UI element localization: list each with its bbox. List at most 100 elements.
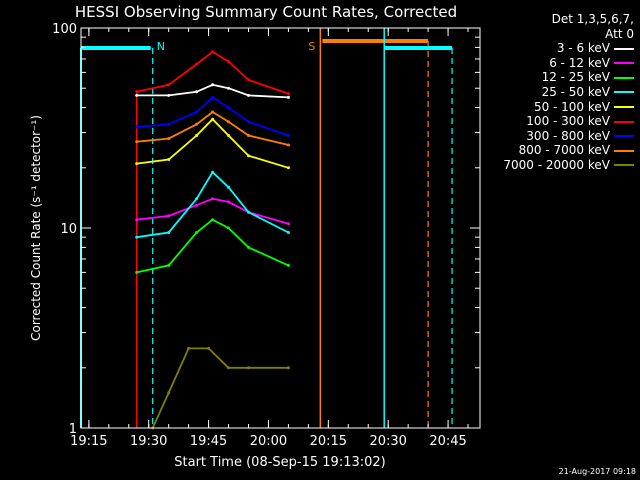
data-point bbox=[227, 60, 230, 63]
data-point bbox=[247, 78, 250, 82]
data-point bbox=[167, 263, 171, 267]
data-point bbox=[135, 90, 139, 94]
annotation-n: N bbox=[157, 40, 165, 53]
data-point bbox=[211, 50, 215, 54]
legend-item: 12 - 25 keV bbox=[478, 70, 634, 85]
data-point bbox=[135, 140, 139, 144]
data-point bbox=[195, 197, 199, 201]
data-point bbox=[286, 92, 290, 96]
legend-item: 25 - 50 keV bbox=[478, 85, 634, 100]
data-point bbox=[211, 110, 215, 114]
data-point bbox=[195, 90, 199, 94]
y-axis-label: Corrected Count Rate (s⁻¹ detector⁻¹) bbox=[29, 115, 43, 341]
x-tick-label: 20:15 bbox=[310, 434, 347, 449]
data-point bbox=[135, 125, 139, 129]
data-point bbox=[195, 203, 199, 207]
data-point bbox=[167, 231, 171, 234]
series-line-5 bbox=[136, 50, 289, 95]
x-tick-label: 20:00 bbox=[250, 434, 287, 449]
data-point bbox=[227, 226, 230, 230]
series-line-4 bbox=[136, 117, 289, 169]
legend-swatch bbox=[614, 164, 634, 167]
data-point bbox=[167, 391, 171, 395]
data-point bbox=[195, 122, 199, 126]
data-point bbox=[286, 95, 290, 99]
legend-item: 3 - 6 keV bbox=[478, 41, 634, 56]
data-point bbox=[207, 346, 211, 350]
legend-item: 50 - 100 keV bbox=[478, 100, 634, 115]
legend-swatch bbox=[614, 76, 634, 79]
x-tick-label: 20:45 bbox=[429, 434, 466, 449]
data-point bbox=[227, 106, 230, 110]
legend-label: 12 - 25 keV bbox=[541, 70, 610, 85]
data-point bbox=[227, 134, 230, 137]
data-point bbox=[211, 117, 215, 121]
y-tick-label: 1 bbox=[69, 422, 77, 437]
data-point bbox=[227, 200, 230, 204]
legend-item: 800 - 7000 keV bbox=[478, 143, 634, 158]
data-point bbox=[135, 235, 139, 239]
x-tick-label: 19:30 bbox=[130, 434, 167, 449]
data-point bbox=[286, 222, 290, 226]
data-point bbox=[195, 110, 199, 114]
data-point bbox=[227, 185, 230, 189]
data-point bbox=[195, 134, 199, 137]
data-point bbox=[135, 93, 139, 97]
legend-swatch bbox=[614, 149, 634, 152]
data-point bbox=[211, 83, 215, 87]
data-point bbox=[167, 214, 171, 218]
data-point bbox=[135, 162, 139, 166]
y-tick-label: 100 bbox=[52, 22, 77, 37]
legend-item: 7000 - 20000 keV bbox=[478, 158, 634, 173]
data-point bbox=[286, 166, 290, 170]
x-tick-label: 19:15 bbox=[70, 434, 107, 449]
data-point bbox=[211, 197, 215, 201]
data-point bbox=[286, 134, 290, 137]
data-point bbox=[167, 93, 171, 97]
data-point bbox=[211, 95, 215, 99]
data-point bbox=[286, 143, 290, 147]
data-point bbox=[247, 245, 250, 249]
footer-date: 21-Aug-2017 09:18 bbox=[558, 467, 636, 476]
data-point bbox=[135, 218, 139, 222]
data-point bbox=[247, 154, 250, 158]
data-point bbox=[247, 93, 250, 97]
legend-label: 800 - 7000 keV bbox=[518, 143, 610, 158]
data-point bbox=[167, 158, 171, 161]
data-point bbox=[227, 120, 230, 124]
legend: Det 1,3,5,6,7, Att 0 3 - 6 keV 6 - 12 keV… bbox=[478, 12, 634, 173]
x-tick-label: 20:30 bbox=[369, 434, 406, 449]
data-point bbox=[211, 170, 215, 174]
legend-label: 25 - 50 keV bbox=[541, 84, 610, 99]
legend-swatch bbox=[614, 91, 634, 94]
legend-swatch bbox=[614, 120, 634, 123]
series-line-2 bbox=[136, 218, 289, 274]
data-point bbox=[247, 120, 250, 124]
legend-label: 100 - 300 keV bbox=[526, 114, 610, 129]
legend-item: 100 - 300 keV bbox=[478, 114, 634, 129]
legend-label: 50 - 100 keV bbox=[533, 99, 610, 114]
legend-label: 3 - 6 keV bbox=[556, 41, 610, 56]
data-point bbox=[211, 218, 215, 222]
data-point bbox=[286, 263, 290, 267]
data-point bbox=[247, 134, 250, 137]
data-point bbox=[286, 366, 290, 370]
series-line-3 bbox=[136, 170, 289, 239]
legend-swatch bbox=[614, 135, 634, 138]
data-point bbox=[195, 231, 199, 234]
data-point bbox=[227, 366, 230, 370]
legend-swatch bbox=[614, 47, 634, 50]
data-point bbox=[247, 210, 250, 214]
series-line-6 bbox=[136, 96, 289, 137]
x-tick-label: 19:45 bbox=[190, 434, 227, 449]
legend-item: 300 - 800 keV bbox=[478, 129, 634, 144]
legend-item: 6 - 12 keV bbox=[478, 56, 634, 71]
x-axis-label: Start Time (08-Sep-15 19:13:02) bbox=[174, 455, 385, 470]
data-point bbox=[227, 86, 230, 90]
data-point bbox=[167, 122, 171, 126]
data-point bbox=[135, 270, 139, 274]
legend-header-2: Att 0 bbox=[605, 26, 634, 41]
data-point bbox=[167, 137, 171, 141]
legend-label: 7000 - 20000 keV bbox=[503, 157, 610, 172]
